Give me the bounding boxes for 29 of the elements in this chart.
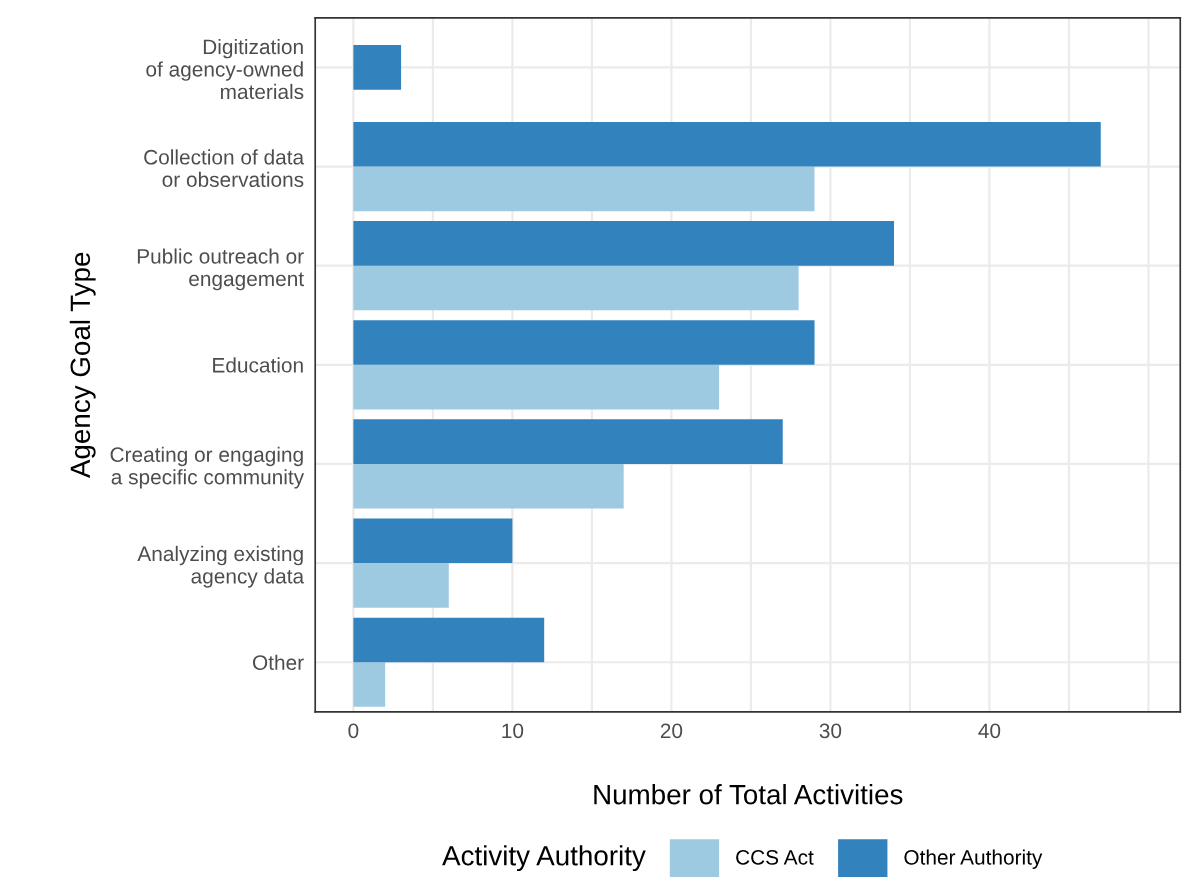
bar	[353, 166, 815, 212]
bar	[353, 617, 545, 663]
bar	[353, 121, 1101, 167]
legend-label: CCS Act	[736, 850, 814, 865]
bar	[353, 563, 449, 608]
y-tick-label: Analyzing existing agency data	[137, 545, 305, 588]
x-tick-label: 10	[502, 723, 524, 739]
bar	[353, 265, 799, 311]
x-axis-title: Number of Total Activities	[594, 784, 903, 805]
bar	[353, 221, 895, 266]
x-tick-label: 30	[819, 723, 842, 739]
y-tick-label: Digitization of agency-owned materials	[146, 38, 304, 100]
x-tick-label: 40	[978, 723, 1001, 739]
y-tick-label: Collection of data or observations	[144, 149, 305, 188]
bar	[353, 662, 386, 707]
legend-title: Activity Authority	[442, 845, 646, 872]
y-axis-title: Agency Goal Type	[69, 252, 96, 479]
y-tick-label: Public outreach or engagement	[137, 248, 304, 291]
bar	[353, 320, 815, 365]
y-tick-label: Other	[252, 654, 304, 670]
y-tick-label: Education	[213, 357, 303, 373]
bar	[353, 518, 513, 564]
bar	[353, 419, 783, 464]
x-tick-label: 0	[348, 723, 359, 739]
x-tick-label: 20	[660, 723, 683, 739]
bar	[353, 463, 624, 509]
legend-label: Other Authority	[904, 849, 1043, 869]
bar	[353, 364, 720, 410]
y-tick-label: Creating or engaging a specific community	[110, 446, 305, 489]
